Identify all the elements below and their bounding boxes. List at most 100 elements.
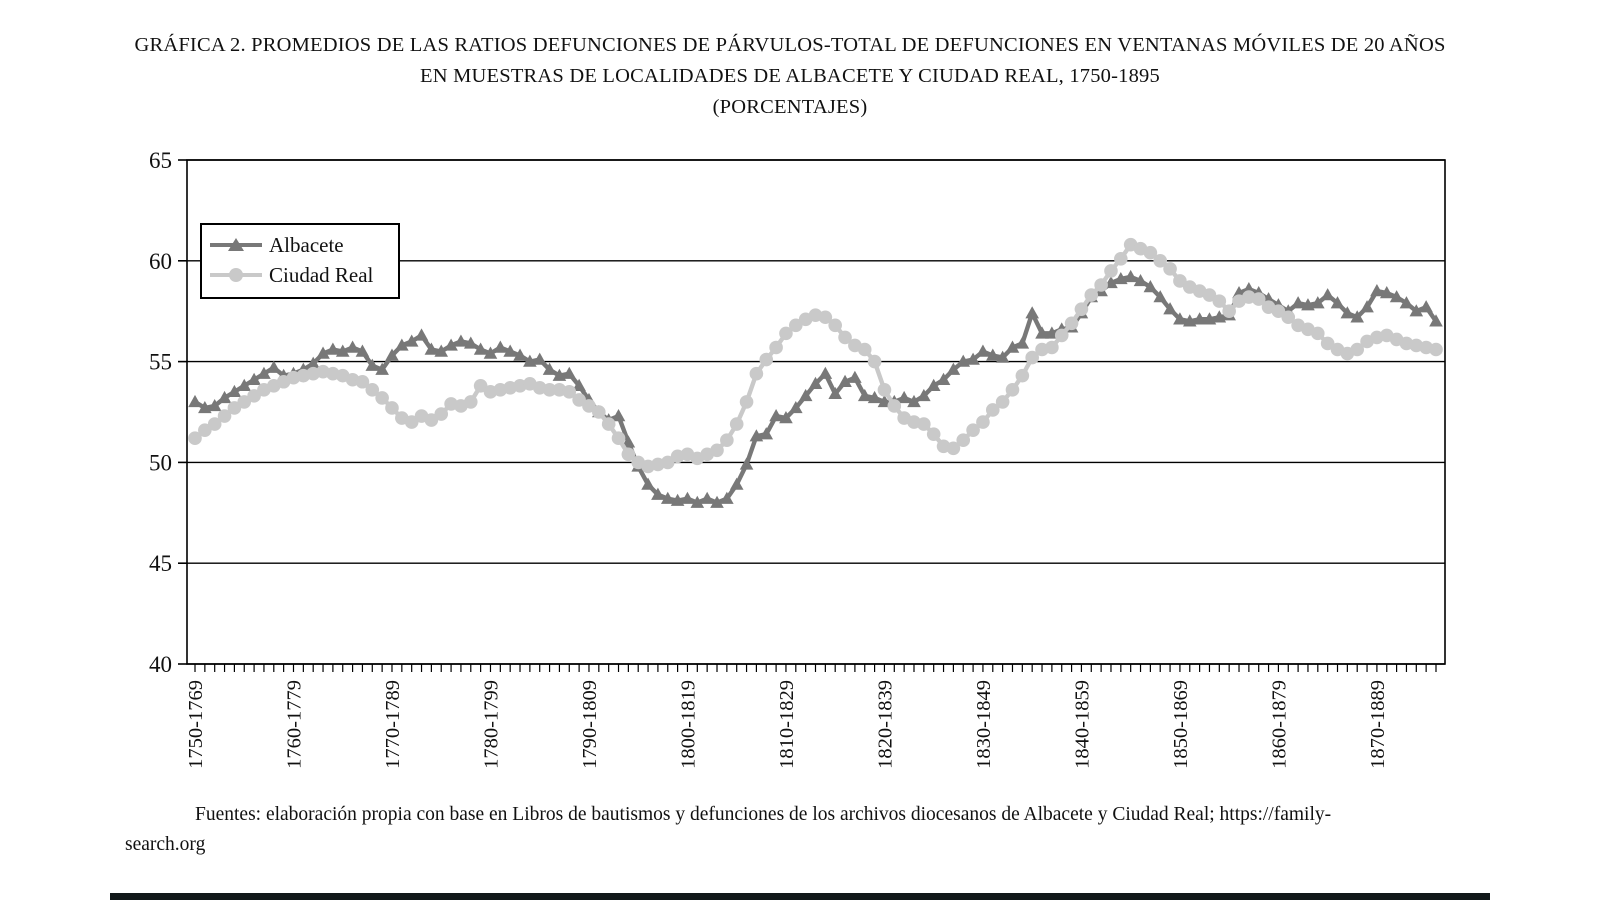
ciudad-real-point-marker <box>789 318 803 333</box>
ciudad-real-point-marker <box>355 374 370 389</box>
albacete-point-marker <box>670 493 685 506</box>
albacete-point-marker <box>562 366 577 379</box>
albacete-point-marker <box>355 344 370 357</box>
ciudad-real-point-marker <box>917 417 931 431</box>
albacete-point-marker <box>680 491 695 504</box>
x-tick-label: 1790-1809 <box>579 680 601 769</box>
albacete-point-marker <box>808 376 823 389</box>
ciudad-real-point-marker <box>375 391 389 405</box>
ciudad-real-point-marker <box>217 409 232 423</box>
albacete-point-marker <box>848 370 862 383</box>
albacete-point-marker <box>739 457 754 470</box>
legend-label-ciudad-real: Ciudad Real <box>269 262 374 287</box>
ciudad-real-point-marker <box>1163 262 1177 276</box>
albacete-point-marker <box>936 372 951 385</box>
y-tick-label: 40 <box>149 652 172 677</box>
albacete-point-marker <box>247 372 261 385</box>
ciudad-real-point-marker <box>779 326 793 341</box>
albacete-point-marker <box>1301 298 1315 311</box>
albacete-point-marker <box>1015 336 1030 349</box>
x-tick-label: 1760-1779 <box>283 680 305 769</box>
albacete-point-marker <box>257 366 271 379</box>
albacete-point-marker <box>660 491 675 504</box>
albacete-point-marker <box>749 429 764 442</box>
albacete-point-marker <box>335 344 350 357</box>
albacete-point-marker <box>1350 310 1365 323</box>
albacete-point-marker <box>1429 314 1443 327</box>
ciudad-real-point-marker <box>1202 288 1217 302</box>
albacete-point-marker <box>1320 288 1335 301</box>
ciudad-real-point-marker <box>1311 326 1325 341</box>
ciudad-real-point-marker <box>739 395 754 409</box>
ciudad-real-point-marker <box>1045 340 1059 355</box>
ciudad-real-point-marker <box>207 417 222 431</box>
albacete-point-marker <box>985 348 1000 361</box>
ciudad-real-point-marker <box>769 340 783 355</box>
albacete-point-marker <box>641 477 655 490</box>
albacete-point-marker <box>1202 312 1217 325</box>
ciudad-real-point-marker <box>365 383 380 397</box>
ciudad-real-point-marker <box>828 318 842 333</box>
albacete-point-marker <box>385 348 399 361</box>
albacete-point-marker <box>454 334 468 347</box>
albacete-point-marker <box>1291 296 1305 309</box>
y-tick-label: 45 <box>149 551 172 576</box>
albacete-point-marker <box>926 378 941 391</box>
albacete-point-marker <box>414 328 429 341</box>
albacete-point-marker <box>306 356 320 369</box>
ciudad-real-point-marker <box>976 415 990 429</box>
albacete-point-marker <box>493 340 508 353</box>
x-tick-label: 1820-1839 <box>874 680 896 769</box>
ciudad-real-point-marker <box>385 401 399 415</box>
albacete-point-marker <box>1379 286 1394 299</box>
legend-label-albacete: Albacete <box>269 232 344 257</box>
ciudad-real-point-marker <box>562 385 577 399</box>
x-tick-label: 1800-1819 <box>677 680 699 769</box>
albacete-point-marker <box>759 427 774 440</box>
albacete-point-marker <box>1330 296 1345 309</box>
albacete-point-marker <box>1242 282 1256 295</box>
albacete-point-marker <box>345 340 360 353</box>
albacete-point-marker <box>729 477 744 490</box>
albacete-point-marker <box>395 338 409 351</box>
ciudad-real-point-marker <box>1350 342 1365 357</box>
source-note-line2: search.org <box>125 834 206 855</box>
x-tick-label: 1840-1859 <box>1071 680 1093 769</box>
ciudad-real-point-marker <box>1251 292 1266 306</box>
chart-title-main: GRÁFICA 2. PROMEDIOS DE LAS RATIOS DEFUN… <box>134 34 1446 87</box>
albacete-point-marker <box>207 398 222 412</box>
ciudad-real-point-marker <box>1212 294 1227 308</box>
albacete-point-marker <box>1409 304 1424 317</box>
albacete-point-marker <box>1419 300 1433 313</box>
albacete-point-marker <box>1133 273 1148 287</box>
albacete-point-marker <box>1370 284 1384 297</box>
x-tick-label: 1770-1789 <box>382 680 404 769</box>
x-tick-label: 1780-1799 <box>480 680 502 769</box>
albacete-point-marker <box>1192 312 1207 325</box>
ciudad-real-point-marker <box>710 443 724 458</box>
ciudad-real-point-marker <box>404 415 419 429</box>
ciudad-real-point-marker <box>995 395 1010 409</box>
x-tick-label: 1860-1879 <box>1268 680 1290 769</box>
albacete-point-marker <box>1163 302 1177 315</box>
ciudad-real-point-marker <box>1153 253 1168 268</box>
albacete-point-marker <box>1399 296 1414 309</box>
albacete-point-marker <box>976 344 990 357</box>
albacete-point-marker <box>266 360 281 373</box>
albacete-point-marker <box>789 400 803 414</box>
albacete-point-marker <box>611 409 626 422</box>
ciudad-real-point-marker <box>542 383 557 397</box>
legend-entry-albacete: Albacete <box>210 230 390 260</box>
albacete-point-marker <box>966 352 980 365</box>
albacete-point-marker <box>316 346 330 359</box>
albacete-point-marker <box>690 495 705 508</box>
albacete-point-marker <box>473 342 488 355</box>
ciudad-real-point-marker <box>424 413 439 427</box>
ciudad-real-point-marker <box>838 330 852 345</box>
ciudad-real-point-marker <box>1222 304 1236 319</box>
albacete-point-marker <box>838 374 852 387</box>
ciudad-real-point-marker <box>572 393 586 407</box>
ciudad-real-point-marker <box>1104 264 1118 278</box>
albacete-point-marker <box>1025 306 1039 319</box>
albacete-point-marker <box>404 334 419 347</box>
